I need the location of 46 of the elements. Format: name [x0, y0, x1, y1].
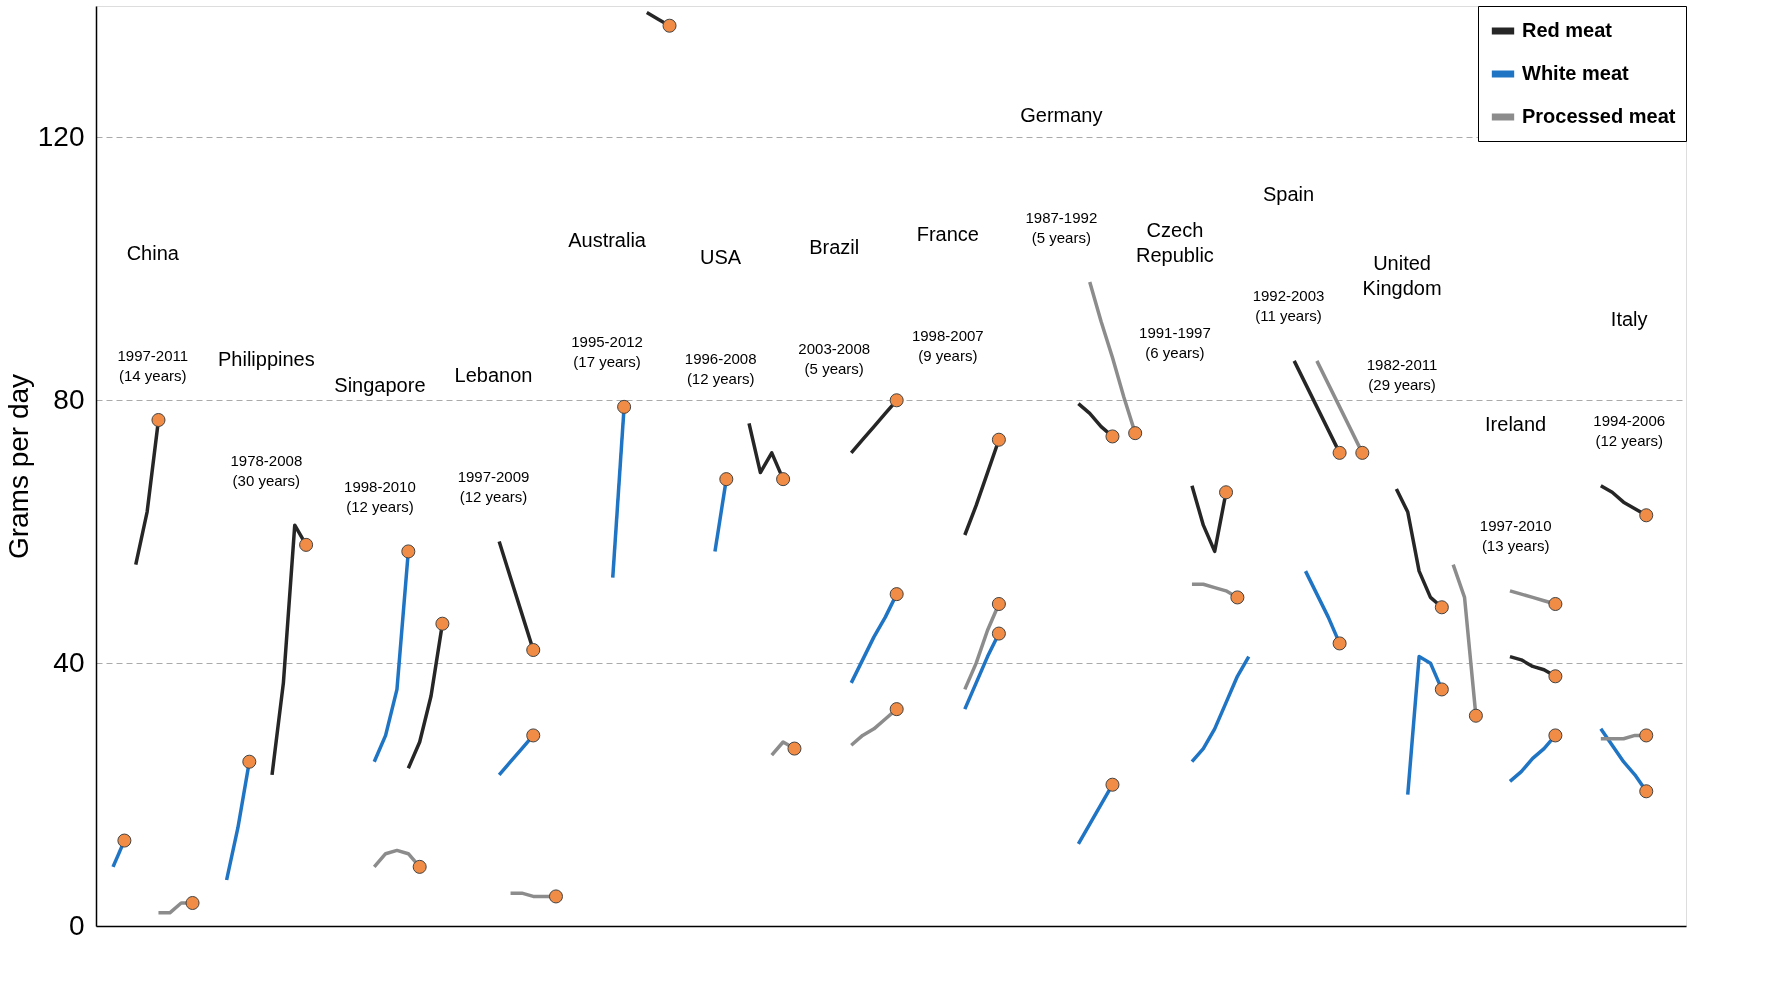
annotation: 1978-2008 (30 years): [230, 451, 303, 489]
legend-label: Processed meat: [1522, 105, 1676, 127]
annotation: Ireland: [1485, 413, 1547, 436]
annotation: 2003-2008 (5 years): [798, 340, 871, 378]
annotation: United Kingdom: [1362, 252, 1442, 300]
point: [889, 702, 904, 717]
annotation: USA: [700, 245, 742, 268]
annotation: 1998-2010 (12 years): [344, 478, 416, 516]
y-tick-label: 120: [37, 120, 85, 152]
annotation: Germany: [1020, 104, 1103, 127]
annotation: Czech Republic: [1136, 219, 1214, 267]
y-tick-label: 80: [53, 383, 85, 415]
point: [1548, 728, 1563, 743]
annotation: Brazil: [809, 235, 860, 258]
annotation: Italy: [1610, 308, 1648, 331]
point: [526, 728, 541, 743]
y-tick-label: 40: [53, 646, 85, 678]
annotation: China: [126, 242, 180, 265]
point: [1639, 508, 1654, 523]
annotation: Singapore: [334, 373, 426, 396]
annotation: 1997-2009 (12 years): [457, 468, 530, 506]
annotation: 1997-2010 (13 years): [1479, 517, 1552, 555]
annotation: 1991-1997 (6 years): [1139, 323, 1211, 361]
point: [1548, 669, 1563, 684]
annotation: 1998-2007 (9 years): [911, 326, 984, 364]
annotation: 1982-2011 (29 years): [1366, 356, 1438, 394]
annotation: France: [916, 222, 979, 245]
point: [1548, 596, 1563, 612]
y-axis-title: Grams per day: [2, 373, 34, 560]
legend-label: White meat: [1522, 62, 1630, 84]
point: [1230, 590, 1245, 605]
annotation: 1994-2006 (12 years): [1593, 412, 1666, 450]
annotation: 1987-1992 (5 years): [1025, 208, 1098, 246]
annotation: Spain: [1262, 183, 1315, 206]
annotation: Philippines: [217, 347, 315, 370]
point: [185, 895, 200, 911]
legend-label: Red meat: [1522, 19, 1613, 41]
point: [412, 859, 427, 874]
point: [548, 889, 563, 904]
annotation: 1996-2008 (12 years): [684, 349, 757, 387]
annotation: 1995-2012 (17 years): [571, 333, 643, 371]
annotation: 1997-2011 (14 years): [117, 346, 189, 384]
annotation: Lebanon: [454, 363, 533, 386]
annotation: Australia: [568, 229, 647, 252]
annotation: 1992-2003 (11 years): [1252, 287, 1325, 325]
y-tick-label: 0: [68, 909, 85, 941]
